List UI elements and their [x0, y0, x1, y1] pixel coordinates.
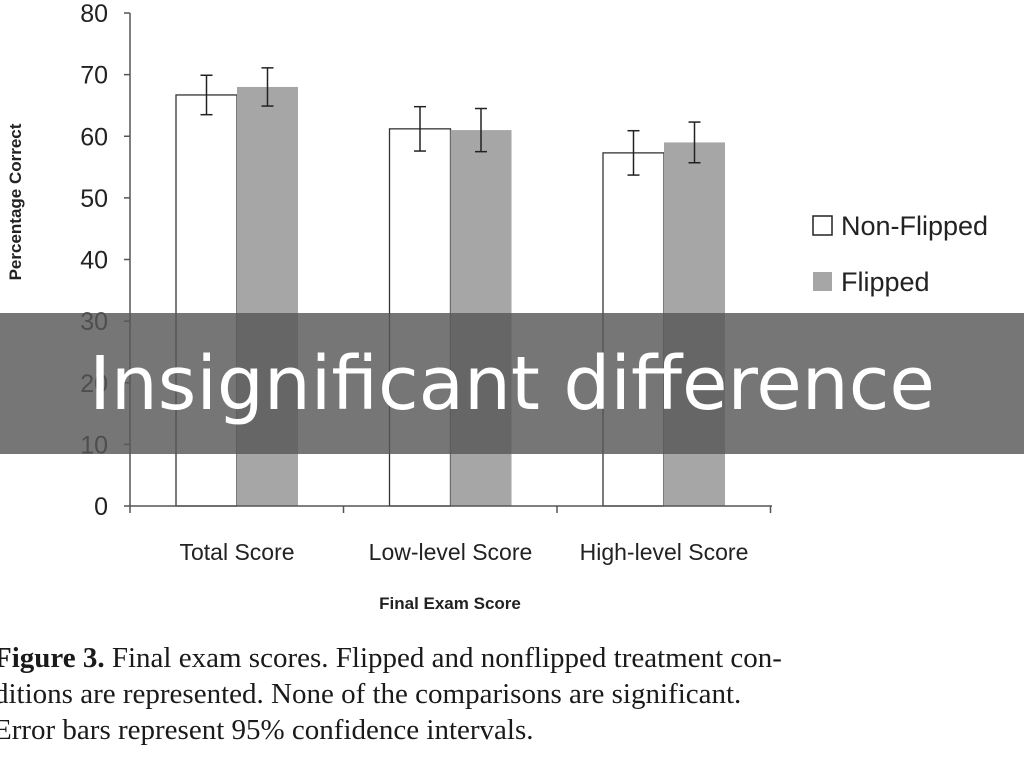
legend-swatch [813, 272, 832, 291]
caption-line-1: Figure 3. Final exam scores. Flipped and… [0, 640, 1024, 676]
y-tick-label: 70 [80, 62, 108, 90]
legend-swatch [812, 215, 833, 236]
y-tick-label: 40 [80, 247, 108, 275]
category-label: Low-level Score [369, 539, 533, 565]
y-tick-label: 0 [94, 493, 108, 521]
figure-caption: Figure 3. Final exam scores. Flipped and… [0, 640, 1024, 748]
banner-text: Insignificant difference [89, 340, 935, 427]
legend-label: Non-Flipped [841, 211, 988, 241]
y-tick-label: 80 [80, 0, 108, 28]
x-axis: Total Score Low-level Score High-level Sco… [129, 505, 772, 565]
x-axis-title: Final Exam Score [379, 594, 521, 613]
category-label: High-level Score [580, 539, 749, 565]
y-tick-label: 60 [80, 123, 108, 151]
legend-label: Flipped [841, 267, 930, 297]
y-tick-label: 50 [80, 185, 108, 213]
legend: Non-Flipped Flipped [812, 211, 988, 297]
figure-label: Figure 3. [0, 642, 105, 674]
category-label: Total Score [179, 539, 294, 565]
caption-text-1: Final exam scores. Flipped and nonflippe… [104, 642, 782, 674]
y-axis-title: Percentage Correct [6, 123, 25, 280]
caption-line-2: ditions are represented. None of the com… [0, 678, 742, 710]
caption-line-3: Error bars represent 95% confidence inte… [0, 714, 534, 746]
title-banner: Insignificant difference [0, 313, 1024, 454]
